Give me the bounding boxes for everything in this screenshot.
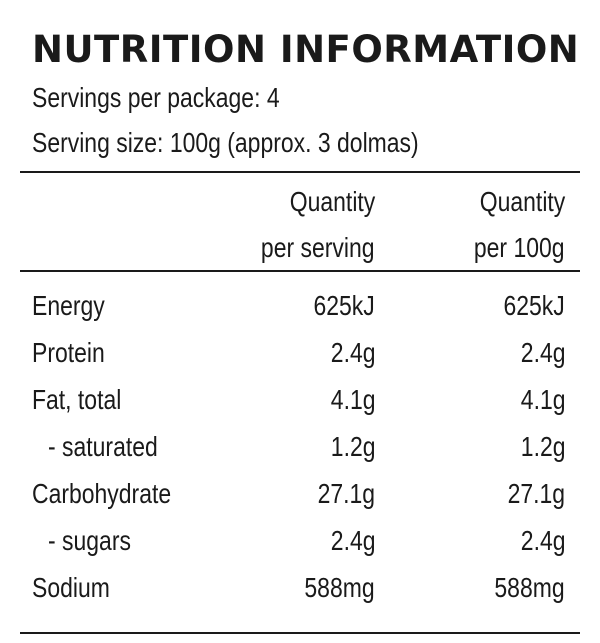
header-divider bbox=[20, 270, 580, 272]
value-per-serving: 27.1g bbox=[317, 478, 375, 509]
header-per-serving-line2: per serving bbox=[261, 232, 375, 263]
serving-size: Serving size: 100g (approx. 3 dolmas) bbox=[32, 127, 419, 158]
value-per-100g: 2.4g bbox=[520, 525, 565, 556]
header-per-100g-line1: Quantity bbox=[479, 186, 565, 217]
panel-title: NUTRITION INFORMATION bbox=[32, 28, 580, 71]
value-per-serving: 2.4g bbox=[330, 337, 375, 368]
row-label: Energy bbox=[32, 290, 105, 321]
table-row: Fat, total 4.1g 4.1g bbox=[0, 377, 600, 423]
value-per-serving: 1.2g bbox=[330, 431, 375, 462]
value-per-serving: 4.1g bbox=[330, 384, 375, 415]
value-per-serving: 2.4g bbox=[330, 525, 375, 556]
value-per-100g: 27.1g bbox=[507, 478, 565, 509]
table-row: Protein 2.4g 2.4g bbox=[0, 330, 600, 376]
row-label: - saturated bbox=[48, 431, 158, 462]
row-label: Sodium bbox=[32, 572, 110, 603]
value-per-serving: 588mg bbox=[304, 572, 375, 603]
table-row: Energy 625kJ 625kJ bbox=[0, 283, 600, 329]
value-per-100g: 588mg bbox=[494, 572, 565, 603]
value-per-100g: 4.1g bbox=[520, 384, 565, 415]
table-row: - saturated 1.2g 1.2g bbox=[0, 424, 600, 470]
row-label: Fat, total bbox=[32, 384, 122, 415]
value-per-serving: 625kJ bbox=[313, 290, 375, 321]
header-per-100g-line2: per 100g bbox=[474, 232, 565, 263]
servings-per-package: Servings per package: 4 bbox=[32, 82, 280, 113]
bottom-divider bbox=[20, 632, 580, 634]
header-per-serving-line1: Quantity bbox=[289, 186, 375, 217]
value-per-100g: 2.4g bbox=[520, 337, 565, 368]
table-row: - sugars 2.4g 2.4g bbox=[0, 518, 600, 564]
value-per-100g: 1.2g bbox=[520, 431, 565, 462]
table-row: Carbohydrate 27.1g 27.1g bbox=[0, 471, 600, 517]
top-divider bbox=[20, 171, 580, 173]
table-row: Sodium 588mg 588mg bbox=[0, 565, 600, 611]
row-label: Protein bbox=[32, 337, 105, 368]
value-per-100g: 625kJ bbox=[503, 290, 565, 321]
row-label: - sugars bbox=[48, 525, 131, 556]
row-label: Carbohydrate bbox=[32, 478, 172, 509]
